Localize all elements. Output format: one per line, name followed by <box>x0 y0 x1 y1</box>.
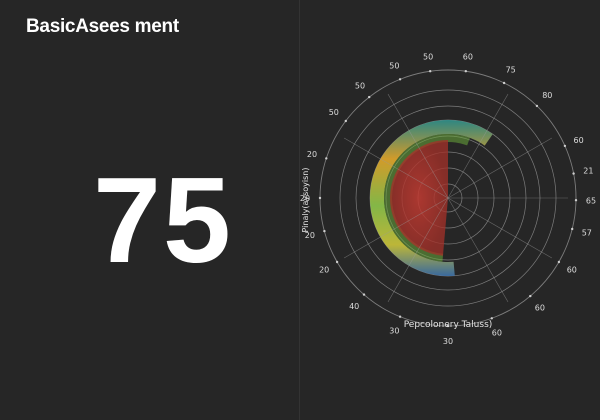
tick-mark <box>571 227 574 231</box>
gradient-band-arc <box>370 119 493 276</box>
page-title: BasicAsees ment <box>26 16 179 37</box>
tick-label: 30 <box>389 327 399 336</box>
tick-label: 50 <box>389 61 399 70</box>
tick-mark <box>318 196 322 200</box>
tick-mark <box>464 70 467 73</box>
grid-spokes <box>343 93 568 303</box>
tick-mark <box>368 95 371 99</box>
tick-mark <box>574 199 578 202</box>
tick-mark <box>325 157 328 160</box>
polar-chart: 60 75 80 60 21 65 57 60 60 60 30 30 40 20 20 20 20 50 50 50… <box>300 52 596 346</box>
grid-spoke <box>447 197 553 259</box>
panel-divider <box>299 0 300 420</box>
tick-mark <box>572 172 575 175</box>
tick-label: 75 <box>506 66 516 75</box>
tick-label: 20 <box>300 194 310 203</box>
grid-spoke <box>447 197 509 303</box>
tick-mark <box>502 81 506 85</box>
tick-mark <box>429 70 432 73</box>
tick-label: 60 <box>567 266 577 275</box>
tick-label: 20 <box>305 231 315 240</box>
tick-label: 60 <box>535 304 545 313</box>
y-axis-label: Pinaly(aysoyisn) <box>301 168 310 233</box>
tick-label: 20 <box>307 150 317 159</box>
grid-spoke <box>447 93 509 199</box>
tick-mark <box>335 260 339 264</box>
tick-mark <box>563 144 567 148</box>
tick-label: 60 <box>574 136 584 145</box>
tick-mark <box>535 104 539 108</box>
grid-spoke <box>447 137 553 199</box>
tick-label: 40 <box>349 302 359 311</box>
highlight-sector <box>389 140 448 256</box>
grid-spoke <box>343 137 449 199</box>
tick-label: 57 <box>582 229 592 238</box>
tick-mark <box>323 229 326 233</box>
tick-mark <box>398 78 402 81</box>
tick-label: 60 <box>492 328 502 337</box>
tick-label: 20 <box>319 266 329 275</box>
tick-label: 80 <box>542 91 552 100</box>
tick-mark <box>344 119 347 123</box>
tick-label: 60 <box>463 52 473 61</box>
x-axis-label: Pepcolonery Taluss) <box>404 320 493 330</box>
tick-label: 30 <box>443 337 453 346</box>
grid-spoke <box>387 197 449 303</box>
tick-label: 50 <box>355 81 365 90</box>
tick-mark <box>557 260 561 264</box>
highlight-sector-shape <box>389 140 448 256</box>
grid-spoke <box>387 93 449 199</box>
grid-spoke <box>343 197 449 259</box>
tick-mark <box>490 317 493 320</box>
tick-mark <box>398 315 402 318</box>
tick-mark <box>446 324 450 328</box>
tick-label: 50 <box>423 52 433 61</box>
tick-label: 21 <box>583 167 593 176</box>
score-value: 75 <box>93 152 233 288</box>
tick-label: 50 <box>329 108 339 117</box>
gradient-band <box>370 119 493 276</box>
tick-mark <box>362 293 366 296</box>
tick-mark <box>529 294 532 298</box>
tick-labels: 60 75 80 60 21 65 57 60 60 60 30 30 40 20 20 20 20 50 50 50… <box>300 52 596 346</box>
tick-label: 65 <box>586 197 596 206</box>
